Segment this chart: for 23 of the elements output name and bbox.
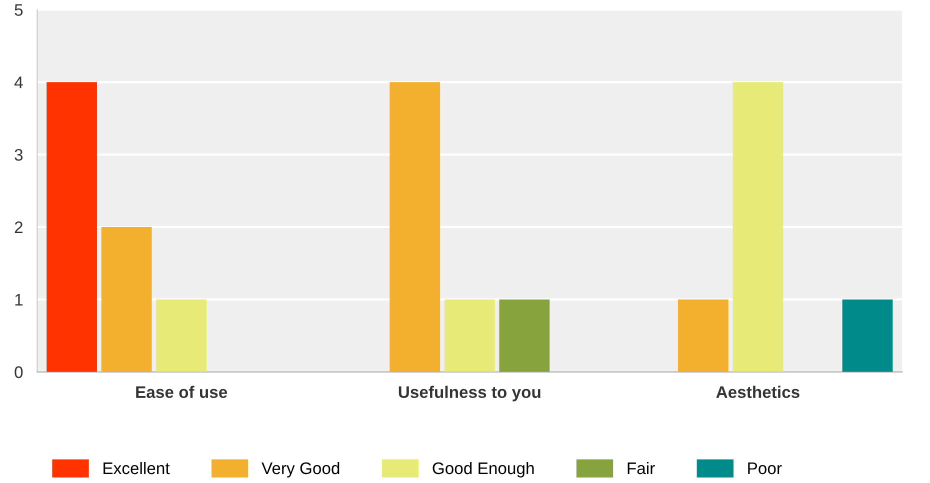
legend-label: Poor — [748, 462, 782, 474]
x-tick-label: Usefulness to you — [398, 386, 540, 402]
y-tick-label: 5 — [14, 4, 23, 16]
legend-label: Good Enough — [432, 462, 534, 478]
bar — [732, 82, 784, 372]
bar — [156, 299, 207, 372]
legend-label: Very Good — [262, 462, 340, 478]
bar — [678, 299, 728, 372]
bar — [444, 299, 495, 372]
x-tick-label: Ease of use — [136, 386, 228, 398]
y-tick-label: 2 — [14, 221, 22, 234]
legend-label: Fair — [628, 462, 655, 474]
y-tick-label: 0 — [14, 366, 23, 378]
y-tick-label: 1 — [15, 294, 22, 306]
bar — [101, 227, 152, 372]
legend-label: Excellent — [104, 462, 170, 474]
x-tick-label: Aesthetics — [716, 386, 800, 398]
bar — [46, 82, 97, 372]
bar — [390, 82, 440, 372]
y-tick-label: 3 — [14, 148, 23, 161]
y-tick-label: 4 — [14, 76, 23, 88]
bar — [842, 299, 893, 372]
bar — [499, 299, 550, 372]
